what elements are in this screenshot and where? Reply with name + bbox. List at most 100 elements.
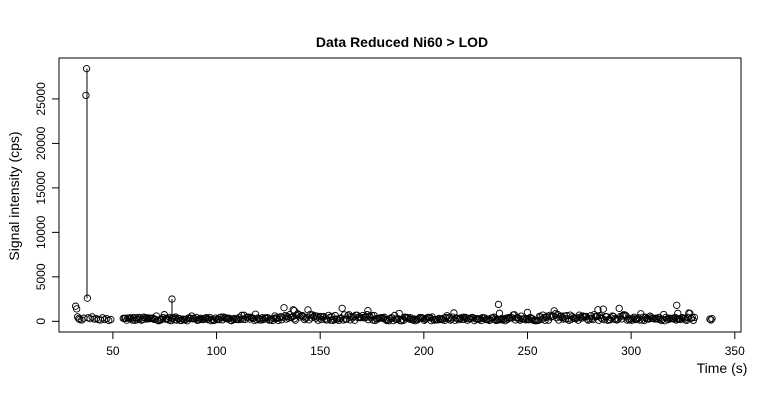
data-point [494, 300, 503, 309]
data-point [304, 306, 312, 314]
data-point [590, 311, 598, 319]
data-point [225, 314, 233, 322]
data-point [673, 301, 681, 309]
data-point [549, 312, 557, 320]
data-point [558, 313, 566, 322]
data-point [83, 294, 92, 302]
data-point [707, 316, 715, 324]
data-point [82, 91, 90, 100]
data-point [330, 315, 338, 323]
data-point [259, 315, 268, 324]
data-point [313, 312, 321, 320]
data-point [258, 314, 267, 322]
x-tick-label: 250 [517, 344, 537, 358]
data-point [563, 312, 571, 320]
data-point [329, 316, 337, 325]
x-tick-label: 100 [207, 344, 227, 358]
data-point [340, 311, 349, 319]
data-point [72, 305, 81, 313]
data-point [708, 315, 716, 323]
data-point [523, 308, 532, 317]
data-point [654, 315, 662, 323]
x-tick-label: 350 [725, 344, 745, 358]
data-point [364, 306, 372, 315]
data-point [338, 304, 346, 312]
data-point [300, 316, 309, 324]
data-point [522, 316, 530, 324]
data-point [98, 314, 107, 322]
data-point [168, 295, 176, 303]
data-point [289, 306, 297, 314]
data-point [162, 314, 171, 322]
data-point [290, 306, 298, 315]
y-tick-label: 0 [34, 318, 48, 325]
data-point [312, 314, 320, 322]
data-series [71, 65, 716, 325]
data-point [336, 314, 344, 323]
data-point [185, 314, 194, 322]
data-point [450, 309, 458, 317]
data-point [107, 315, 115, 324]
data-point [195, 315, 204, 323]
data-point [357, 313, 366, 322]
data-point [140, 313, 148, 321]
data-point [686, 309, 694, 318]
data-point [299, 312, 308, 321]
x-tick-label: 200 [414, 344, 434, 358]
y-axis: 0 5000 10000 15000 20000 25000 [34, 82, 60, 325]
data-point [395, 309, 403, 318]
data-point [552, 313, 561, 322]
x-axis-label: Time (s) [697, 360, 748, 376]
data-point [164, 315, 172, 323]
data-point [612, 315, 620, 323]
x-tick-label: 50 [106, 344, 120, 358]
data-point [194, 316, 203, 324]
data-point [453, 314, 461, 322]
data-point [599, 305, 607, 313]
data-point [687, 314, 695, 323]
x-axis: 50 100 150 200 250 300 350 [106, 331, 745, 358]
data-point [633, 314, 642, 323]
data-point [315, 314, 324, 322]
data-point [597, 314, 605, 322]
data-point [674, 309, 682, 317]
data-point [359, 311, 367, 320]
data-point [335, 316, 343, 325]
y-tick-label: 20000 [34, 126, 48, 160]
data-point [302, 314, 310, 322]
data-point [690, 313, 699, 322]
data-point [594, 306, 602, 314]
data-point [538, 315, 546, 324]
data-point [584, 316, 593, 324]
data-point [327, 316, 335, 324]
x-tick-label: 300 [621, 344, 641, 358]
data-point [168, 314, 176, 322]
y-axis-label: Signal intensity (cps) [6, 131, 22, 260]
data-point [640, 316, 648, 325]
data-point [103, 315, 111, 323]
data-point [514, 313, 522, 322]
data-point [121, 314, 130, 322]
data-point [144, 315, 152, 323]
data-point [662, 313, 670, 322]
data-point [677, 315, 685, 324]
y-tick-label: 15000 [34, 171, 48, 205]
data-point [279, 313, 287, 321]
data-point [649, 314, 658, 322]
data-point [205, 315, 213, 323]
chart-title: Data Reduced Ni60 > LOD [316, 34, 488, 50]
data-point [251, 310, 260, 318]
x-tick-label: 150 [310, 344, 330, 358]
data-point [632, 315, 640, 324]
data-point [280, 304, 288, 312]
data-point [495, 309, 504, 317]
data-point [404, 314, 412, 322]
data-point [158, 315, 166, 323]
data-point [595, 316, 603, 325]
data-point [466, 315, 474, 323]
y-tick-label: 10000 [34, 215, 48, 249]
data-point [88, 313, 96, 321]
y-tick-label: 5000 [34, 263, 48, 290]
data-point [615, 304, 623, 313]
